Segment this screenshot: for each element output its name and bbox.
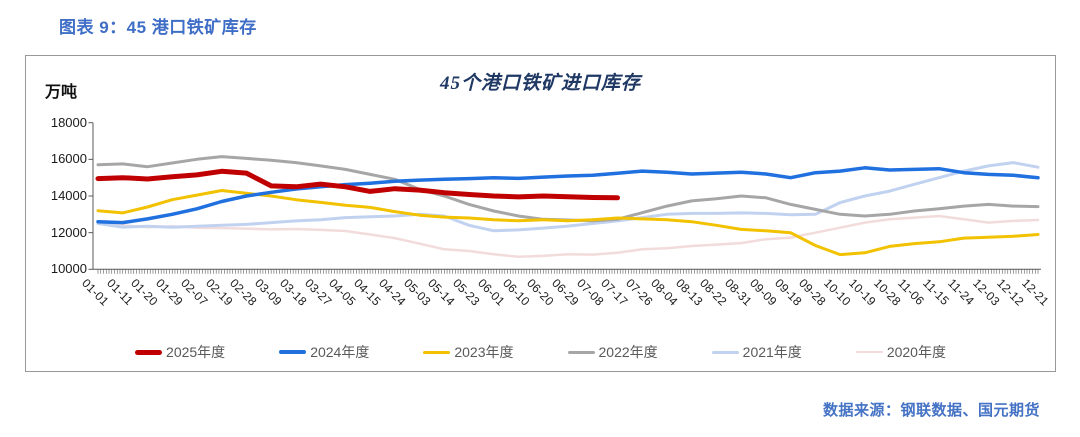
plot-svg <box>88 122 1041 274</box>
series-line-2023年度 <box>96 189 1040 257</box>
legend-item-2020年度: 2020年度 <box>855 342 946 362</box>
series-line-2021年度 <box>96 161 1040 233</box>
legend-item-2021年度: 2021年度 <box>711 342 802 362</box>
legend-label: 2024年度 <box>310 344 370 360</box>
legend-item-2023年度: 2023年度 <box>423 342 514 362</box>
chart-title: 45个港口铁矿进口库存 <box>439 73 641 94</box>
legend-swatch <box>279 350 307 354</box>
chart-legend: 2025年度 2024年度 2023年度 2022年度 2021年度 2020年度 <box>26 342 1055 362</box>
data-source-note: 数据来源：钢联数据、国元期货 <box>822 402 1040 419</box>
legend-label: 2021年度 <box>742 344 802 360</box>
series-line-2025年度 <box>95 168 620 201</box>
y-axis-label: 14000 <box>50 188 87 203</box>
chart-panel: 万吨 45个港口铁矿进口库存 2025年度 2024年度 2023年度 2022年度 2… <box>25 55 1056 372</box>
legend-swatch <box>711 350 739 354</box>
y-axis-label: 16000 <box>50 151 87 167</box>
series-line-2024年度 <box>96 166 1040 225</box>
legend-swatch <box>423 350 451 354</box>
legend-item-2022年度: 2022年度 <box>567 342 658 362</box>
y-axis-label: 18000 <box>50 114 87 130</box>
page-title: 图表 9：45 港口铁矿库存 <box>59 18 257 37</box>
y-axis-label: 12000 <box>50 224 87 240</box>
legend-label: 2022年度 <box>598 344 658 360</box>
legend-swatch <box>567 350 595 354</box>
legend-swatch <box>135 349 163 355</box>
y-axis-label: 10000 <box>50 261 87 277</box>
legend-item-2024年度: 2024年度 <box>279 342 369 362</box>
series-line-2020年度 <box>96 214 1040 259</box>
legend-label: 2020年度 <box>886 344 946 360</box>
legend-item-2025年度: 2025年度 <box>135 342 225 362</box>
y-axis-unit-label: 万吨 <box>45 84 78 101</box>
legend-swatch <box>855 350 883 354</box>
legend-label: 2025年度 <box>166 344 226 360</box>
x-axis-tick-comb <box>97 269 1039 274</box>
legend-label: 2023年度 <box>454 344 514 360</box>
